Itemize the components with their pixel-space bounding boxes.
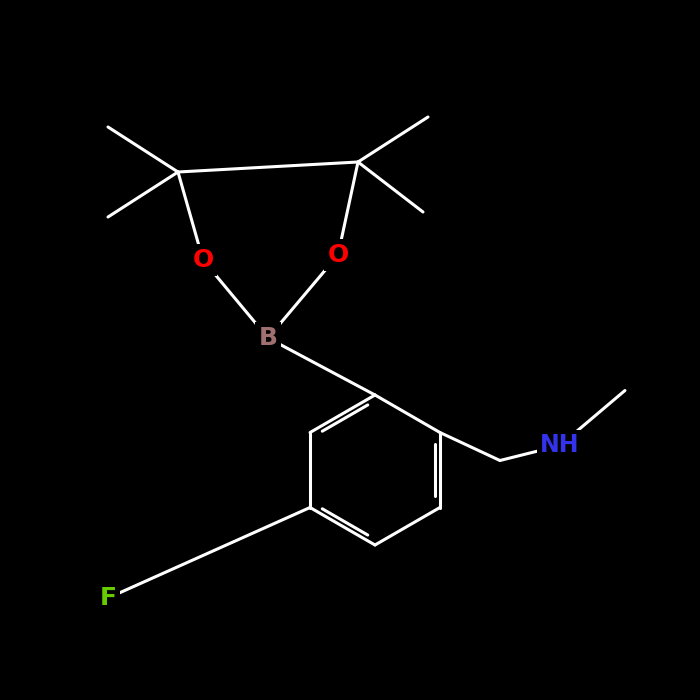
- Text: F: F: [99, 586, 116, 610]
- Text: NH: NH: [540, 433, 580, 458]
- Text: O: O: [193, 248, 214, 272]
- Text: B: B: [258, 326, 277, 350]
- Text: O: O: [328, 243, 349, 267]
